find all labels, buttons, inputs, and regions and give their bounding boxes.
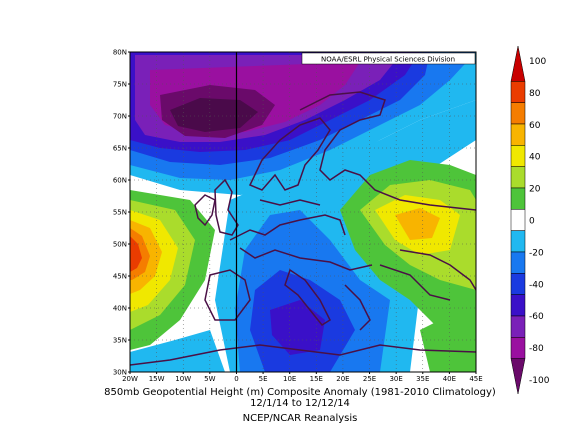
lat-tick-label: 75N bbox=[113, 81, 127, 89]
lon-tick-label: 10W bbox=[175, 375, 191, 383]
colorbar-tick-label: 20 bbox=[529, 185, 541, 195]
lon-tick-label: 15E bbox=[310, 375, 323, 383]
colorbar-tick-label: -40 bbox=[529, 280, 544, 290]
colorbar-segment bbox=[510, 187, 526, 210]
lon-tick-label: 5E bbox=[259, 375, 268, 383]
lat-tick-label: 35N bbox=[113, 337, 127, 345]
colorbar-segment bbox=[510, 145, 526, 167]
colorbar-tick-label: 100 bbox=[529, 57, 546, 67]
lat-tick-label: 70N bbox=[113, 113, 127, 121]
lat-tick-label: 40N bbox=[113, 305, 127, 313]
colorbar-segment bbox=[510, 294, 526, 317]
colorbar-segment bbox=[510, 315, 526, 338]
lon-tick-label: 20W bbox=[122, 375, 138, 383]
lat-tick-label: 65N bbox=[113, 145, 127, 153]
lat-tick-label: 60N bbox=[113, 177, 127, 185]
lon-tick-label: 5W bbox=[204, 375, 215, 383]
lon-tick-label: 0 bbox=[234, 375, 238, 383]
lon-tick-label: 15W bbox=[149, 375, 165, 383]
lon-tick-label: 45E bbox=[469, 375, 482, 383]
lat-tick-label: 55N bbox=[113, 209, 127, 217]
colorbar-tick-label: -100 bbox=[529, 376, 550, 386]
credit-box bbox=[301, 52, 476, 65]
anomaly-field bbox=[130, 52, 476, 372]
lon-tick-label: 10E bbox=[283, 375, 296, 383]
longitude-labels: 20W 15W 10W 5W 0 5E 10E 15E 20E 25E 30E 35E 40E 45E bbox=[122, 372, 483, 383]
colorbar-segment bbox=[510, 358, 526, 395]
latitude-labels: 80N 75N 70N 65N 60N 55N 50N 45N 40N 35N 30N bbox=[113, 49, 130, 377]
lon-tick-label: 40E bbox=[443, 375, 456, 383]
colorbar-segment bbox=[510, 337, 526, 359]
credit-text: NOAA/ESRL Physical Sciences Division bbox=[321, 56, 455, 64]
caption-title: 850mb Geopotential Height (m) Composite … bbox=[104, 387, 496, 398]
lon-tick-label: 25E bbox=[363, 375, 376, 383]
colorbar bbox=[510, 45, 526, 395]
lon-tick-label: 30E bbox=[389, 375, 402, 383]
colorbar-tick-label: -60 bbox=[529, 312, 544, 322]
coastlines bbox=[130, 91, 476, 366]
colorbar-segment bbox=[510, 45, 526, 82]
colorbar-labels: 100 80 60 40 20 0 -20 -40 -60 -80 -100 bbox=[529, 57, 550, 386]
lat-tick-label: 80N bbox=[113, 49, 127, 57]
lat-tick-label: 45N bbox=[113, 273, 127, 281]
colorbar-segment bbox=[510, 209, 526, 231]
colorbar-segment bbox=[510, 123, 526, 146]
colorbar-segment bbox=[510, 230, 526, 253]
colorbar-segment bbox=[510, 166, 526, 189]
colorbar-segment bbox=[510, 102, 526, 125]
lat-tick-label: 30N bbox=[113, 369, 127, 377]
colorbar-tick-label: 60 bbox=[529, 121, 541, 131]
caption-source: NCEP/NCAR Reanalysis bbox=[242, 413, 358, 424]
colorbar-tick-label: 0 bbox=[529, 217, 535, 227]
lat-tick-label: 50N bbox=[113, 241, 127, 249]
lon-tick-label: 20E bbox=[336, 375, 349, 383]
colorbar-segment bbox=[510, 273, 526, 295]
caption-dates: 12/1/14 to 12/12/14 bbox=[250, 398, 350, 409]
lon-tick-label: 35E bbox=[416, 375, 429, 383]
colorbar-segment bbox=[510, 81, 526, 103]
colorbar-tick-label: -20 bbox=[529, 248, 544, 258]
colorbar-tick-label: 80 bbox=[529, 89, 541, 99]
colorbar-segment bbox=[510, 251, 526, 274]
colorbar-tick-label: -80 bbox=[529, 344, 544, 354]
colorbar-tick-label: 40 bbox=[529, 153, 541, 163]
